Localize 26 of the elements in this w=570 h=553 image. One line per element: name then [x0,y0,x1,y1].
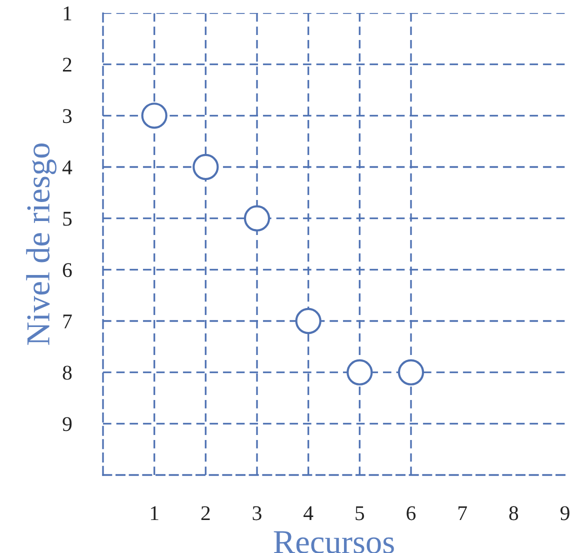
x-tick-label: 4 [304,506,314,520]
x-tick-label: 2 [201,506,210,520]
y-axis-title: Nivel de riesgo [26,143,56,345]
x-tick-label: 6 [406,506,416,520]
x-tick-label: 3 [252,506,262,520]
y-tick-label: 1 [64,6,72,20]
y-tick-label: 4 [62,160,72,174]
point [398,359,424,386]
point [141,102,168,129]
x-tick-label: 9 [560,506,570,520]
x-axis-title: Recursos [274,531,394,553]
y-tick-label: 2 [62,58,72,72]
y-tick-label: 5 [63,212,72,226]
point [244,205,270,232]
point [295,308,322,334]
y-tick-label: 7 [63,314,72,328]
y-tick-label: 3 [63,109,72,124]
y-tick-label: 6 [62,263,72,278]
x-tick-label: 5 [356,506,364,520]
x-tick-label: 1 [150,506,158,520]
y-tick-label: 9 [62,417,72,432]
y-tick-label: 8 [62,366,72,380]
x-tick-label: 8 [509,506,518,520]
point [192,154,219,180]
x-tick-label: 7 [458,506,467,520]
point [346,359,373,386]
